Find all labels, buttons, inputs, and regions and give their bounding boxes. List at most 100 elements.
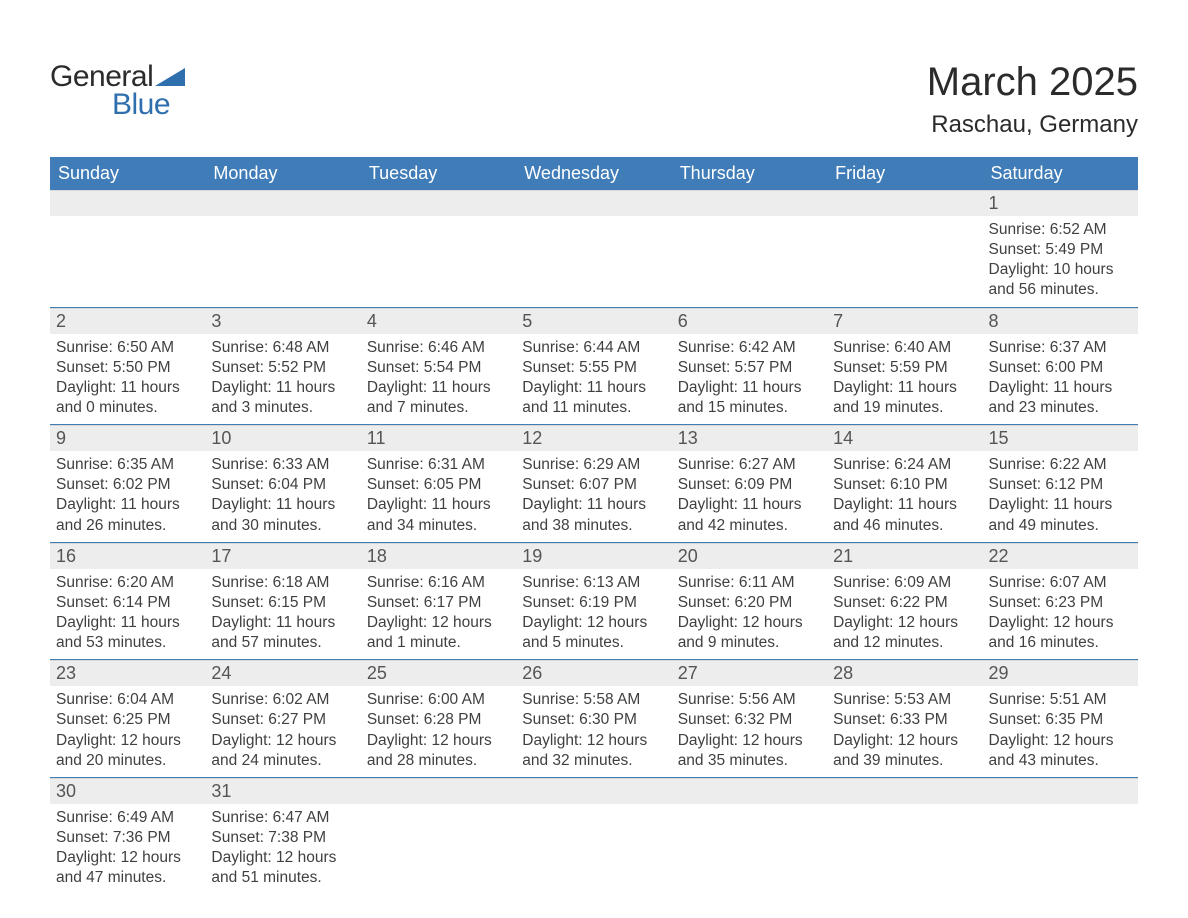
day-details: Sunrise: 6:33 AMSunset: 6:04 PMDaylight:… xyxy=(205,451,360,542)
day-header: Monday xyxy=(205,157,360,190)
calendar-week: 23Sunrise: 6:04 AMSunset: 6:25 PMDayligh… xyxy=(50,659,1138,777)
calendar-day-cell: 15Sunrise: 6:22 AMSunset: 6:12 PMDayligh… xyxy=(983,425,1138,542)
day-details: Sunrise: 5:53 AMSunset: 6:33 PMDaylight:… xyxy=(827,686,982,777)
sunrise-text: Sunrise: 6:37 AM xyxy=(989,338,1132,358)
daylight-text: Daylight: 11 hours and 53 minutes. xyxy=(56,613,199,653)
calendar-week: 9Sunrise: 6:35 AMSunset: 6:02 PMDaylight… xyxy=(50,424,1138,542)
calendar-day-cell: 13Sunrise: 6:27 AMSunset: 6:09 PMDayligh… xyxy=(672,425,827,542)
daylight-text: Daylight: 11 hours and 30 minutes. xyxy=(211,495,354,535)
sunrise-text: Sunrise: 6:00 AM xyxy=(367,690,510,710)
day-details: Sunrise: 6:29 AMSunset: 6:07 PMDaylight:… xyxy=(516,451,671,542)
daylight-text: Daylight: 12 hours and 32 minutes. xyxy=(522,731,665,771)
day-details: Sunrise: 6:16 AMSunset: 6:17 PMDaylight:… xyxy=(361,569,516,660)
daylight-text: Daylight: 11 hours and 26 minutes. xyxy=(56,495,199,535)
day-number: 29 xyxy=(983,660,1138,686)
daylight-text: Daylight: 12 hours and 12 minutes. xyxy=(833,613,976,653)
calendar-day-cell: 19Sunrise: 6:13 AMSunset: 6:19 PMDayligh… xyxy=(516,543,671,660)
calendar-day-cell: 26Sunrise: 5:58 AMSunset: 6:30 PMDayligh… xyxy=(516,660,671,777)
page-header: General Blue March 2025 Raschau, Germany xyxy=(50,60,1138,139)
calendar-day-cell: 20Sunrise: 6:11 AMSunset: 6:20 PMDayligh… xyxy=(672,543,827,660)
sunset-text: Sunset: 6:32 PM xyxy=(678,710,821,730)
sunset-text: Sunset: 6:02 PM xyxy=(56,475,199,495)
daylight-text: Daylight: 12 hours and 47 minutes. xyxy=(56,848,199,888)
sunrise-text: Sunrise: 5:53 AM xyxy=(833,690,976,710)
calendar-day-cell: 21Sunrise: 6:09 AMSunset: 6:22 PMDayligh… xyxy=(827,543,982,660)
daylight-text: Daylight: 11 hours and 7 minutes. xyxy=(367,378,510,418)
brand-triangle-icon xyxy=(155,64,185,91)
location-label: Raschau, Germany xyxy=(927,111,1138,139)
calendar-day-cell: 3Sunrise: 6:48 AMSunset: 5:52 PMDaylight… xyxy=(205,308,360,425)
day-number xyxy=(361,190,516,216)
day-details xyxy=(516,804,671,884)
daylight-text: Daylight: 12 hours and 5 minutes. xyxy=(522,613,665,653)
sunset-text: Sunset: 6:30 PM xyxy=(522,710,665,730)
calendar-week: 16Sunrise: 6:20 AMSunset: 6:14 PMDayligh… xyxy=(50,542,1138,660)
day-details xyxy=(672,216,827,296)
sunset-text: Sunset: 5:55 PM xyxy=(522,358,665,378)
day-details xyxy=(672,804,827,884)
calendar-day-cell: 27Sunrise: 5:56 AMSunset: 6:32 PMDayligh… xyxy=(672,660,827,777)
sunset-text: Sunset: 6:07 PM xyxy=(522,475,665,495)
daylight-text: Daylight: 12 hours and 51 minutes. xyxy=(211,848,354,888)
day-details: Sunrise: 6:35 AMSunset: 6:02 PMDaylight:… xyxy=(50,451,205,542)
day-number: 24 xyxy=(205,660,360,686)
day-number: 25 xyxy=(361,660,516,686)
day-number: 9 xyxy=(50,425,205,451)
calendar-week: 2Sunrise: 6:50 AMSunset: 5:50 PMDaylight… xyxy=(50,307,1138,425)
day-details: Sunrise: 6:46 AMSunset: 5:54 PMDaylight:… xyxy=(361,334,516,425)
day-number: 7 xyxy=(827,308,982,334)
sunrise-text: Sunrise: 6:18 AM xyxy=(211,573,354,593)
calendar-day-cell: 6Sunrise: 6:42 AMSunset: 5:57 PMDaylight… xyxy=(672,308,827,425)
day-details: Sunrise: 6:18 AMSunset: 6:15 PMDaylight:… xyxy=(205,569,360,660)
daylight-text: Daylight: 11 hours and 11 minutes. xyxy=(522,378,665,418)
calendar-day-cell: 1Sunrise: 6:52 AMSunset: 5:49 PMDaylight… xyxy=(983,190,1138,307)
daylight-text: Daylight: 11 hours and 19 minutes. xyxy=(833,378,976,418)
calendar-day-cell: 14Sunrise: 6:24 AMSunset: 6:10 PMDayligh… xyxy=(827,425,982,542)
sunrise-text: Sunrise: 6:46 AM xyxy=(367,338,510,358)
calendar-day-cell: 9Sunrise: 6:35 AMSunset: 6:02 PMDaylight… xyxy=(50,425,205,542)
calendar-day-cell: 25Sunrise: 6:00 AMSunset: 6:28 PMDayligh… xyxy=(361,660,516,777)
sunrise-text: Sunrise: 6:22 AM xyxy=(989,455,1132,475)
sunrise-text: Sunrise: 6:11 AM xyxy=(678,573,821,593)
sunset-text: Sunset: 6:23 PM xyxy=(989,593,1132,613)
title-block: March 2025 Raschau, Germany xyxy=(927,60,1138,139)
daylight-text: Daylight: 12 hours and 16 minutes. xyxy=(989,613,1132,653)
day-details: Sunrise: 6:04 AMSunset: 6:25 PMDaylight:… xyxy=(50,686,205,777)
daylight-text: Daylight: 11 hours and 34 minutes. xyxy=(367,495,510,535)
day-number: 5 xyxy=(516,308,671,334)
sunset-text: Sunset: 6:22 PM xyxy=(833,593,976,613)
sunset-text: Sunset: 6:15 PM xyxy=(211,593,354,613)
calendar-day-cell: 17Sunrise: 6:18 AMSunset: 6:15 PMDayligh… xyxy=(205,543,360,660)
day-details: Sunrise: 6:24 AMSunset: 6:10 PMDaylight:… xyxy=(827,451,982,542)
calendar-day-cell xyxy=(672,778,827,895)
daylight-text: Daylight: 11 hours and 42 minutes. xyxy=(678,495,821,535)
calendar-day-cell xyxy=(983,778,1138,895)
calendar-day-cell: 18Sunrise: 6:16 AMSunset: 6:17 PMDayligh… xyxy=(361,543,516,660)
calendar-day-cell: 23Sunrise: 6:04 AMSunset: 6:25 PMDayligh… xyxy=(50,660,205,777)
day-number: 3 xyxy=(205,308,360,334)
sunrise-text: Sunrise: 6:35 AM xyxy=(56,455,199,475)
day-details xyxy=(827,804,982,884)
calendar-day-cell: 11Sunrise: 6:31 AMSunset: 6:05 PMDayligh… xyxy=(361,425,516,542)
day-details xyxy=(983,804,1138,884)
calendar-day-cell xyxy=(827,778,982,895)
day-number: 6 xyxy=(672,308,827,334)
day-details: Sunrise: 6:40 AMSunset: 5:59 PMDaylight:… xyxy=(827,334,982,425)
sunrise-text: Sunrise: 6:47 AM xyxy=(211,808,354,828)
calendar-day-cell xyxy=(50,190,205,307)
day-number: 19 xyxy=(516,543,671,569)
day-header: Tuesday xyxy=(361,157,516,190)
calendar-day-cell xyxy=(672,190,827,307)
sunrise-text: Sunrise: 5:58 AM xyxy=(522,690,665,710)
day-details xyxy=(516,216,671,296)
daylight-text: Daylight: 12 hours and 39 minutes. xyxy=(833,731,976,771)
daylight-text: Daylight: 11 hours and 38 minutes. xyxy=(522,495,665,535)
sunrise-text: Sunrise: 6:49 AM xyxy=(56,808,199,828)
day-details: Sunrise: 6:48 AMSunset: 5:52 PMDaylight:… xyxy=(205,334,360,425)
day-number: 10 xyxy=(205,425,360,451)
daylight-text: Daylight: 11 hours and 46 minutes. xyxy=(833,495,976,535)
sunrise-text: Sunrise: 6:42 AM xyxy=(678,338,821,358)
daylight-text: Daylight: 12 hours and 9 minutes. xyxy=(678,613,821,653)
sunset-text: Sunset: 6:20 PM xyxy=(678,593,821,613)
daylight-text: Daylight: 11 hours and 23 minutes. xyxy=(989,378,1132,418)
